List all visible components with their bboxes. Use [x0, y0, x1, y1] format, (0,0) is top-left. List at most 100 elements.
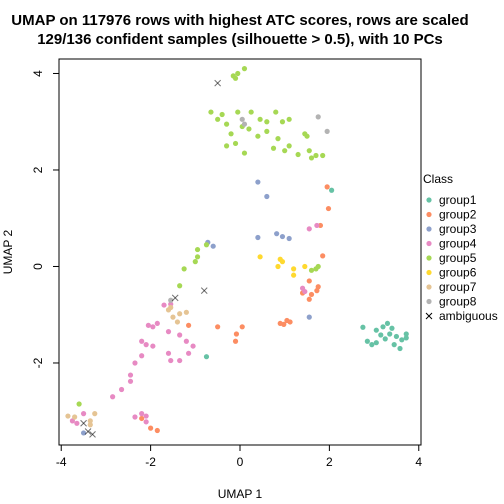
point-ambiguous: [80, 419, 87, 427]
legend-label: group8: [439, 295, 477, 309]
point-group3: [306, 314, 312, 320]
point-group4: [145, 322, 151, 328]
point-group5: [177, 283, 183, 289]
chart-title-line1: UMAP on 117976 rows with highest ATC sco…: [11, 12, 468, 29]
point-group2: [306, 278, 312, 284]
plot-frame: [58, 58, 422, 446]
point-group8: [168, 297, 174, 303]
legend-label: group1: [439, 193, 477, 207]
point-group4: [314, 222, 320, 229]
point-group5: [264, 119, 270, 125]
legend-entry-ambiguous: ambiguous: [425, 309, 498, 323]
point-group7: [183, 309, 189, 315]
legend-entry-group7: group7: [426, 280, 477, 294]
point-group3: [286, 235, 292, 242]
y-axis: -2 0 2 4: [31, 70, 60, 368]
point-group5: [192, 259, 198, 265]
point-group2: [315, 284, 321, 290]
point-group5: [194, 254, 201, 260]
legend-label: group4: [439, 237, 477, 251]
chart-title-line2: 129/136 confident samples (silhouette > …: [37, 31, 443, 48]
point-group7: [177, 311, 183, 317]
point-group1: [373, 340, 379, 346]
point-group2: [325, 205, 332, 212]
point-group4: [139, 411, 145, 417]
point-group6: [302, 263, 308, 270]
legend-marker: [426, 284, 432, 290]
point-group7: [168, 304, 174, 311]
legend-marker: [426, 240, 432, 247]
point-group8: [324, 128, 330, 134]
point-group6: [275, 263, 281, 270]
x-tick-label: 0: [237, 455, 244, 469]
point-group2: [239, 324, 245, 330]
point-group2: [154, 427, 160, 434]
point-group2: [306, 296, 312, 302]
point-group1: [203, 354, 210, 360]
point-group1: [403, 331, 409, 337]
point-group4: [177, 357, 183, 364]
point-group4: [150, 324, 156, 330]
legend-label: ambiguous: [439, 309, 498, 323]
point-group5: [232, 75, 239, 81]
x-axis: -4 -2 0 2 4: [56, 444, 422, 469]
x-tick-label: -4: [56, 455, 67, 469]
point-group7: [65, 413, 71, 419]
point-group8: [239, 116, 245, 122]
point-group2: [284, 317, 290, 324]
point-group1: [389, 325, 395, 331]
point-group5: [308, 267, 315, 273]
point-group4: [118, 386, 125, 393]
x-tick-label: -2: [145, 455, 156, 469]
legend-entry-group4: group4: [426, 237, 477, 251]
point-group2: [317, 222, 324, 229]
point-group2: [320, 253, 326, 259]
point-group1: [397, 345, 403, 352]
point-group5: [313, 152, 319, 159]
point-group1: [387, 331, 393, 337]
point-group6: [279, 259, 286, 265]
point-group5: [194, 246, 201, 253]
point-group5: [286, 143, 292, 149]
point-group1: [329, 187, 335, 193]
legend-label: group3: [439, 222, 477, 236]
legend-entry-group1: group1: [426, 193, 477, 207]
point-group4: [165, 329, 172, 335]
point-group6: [291, 266, 297, 272]
point-group5: [76, 401, 82, 407]
point-group1: [369, 342, 375, 348]
point-group7: [174, 319, 181, 325]
point-group5: [315, 263, 321, 270]
point-group1: [382, 336, 388, 342]
point-group5: [304, 133, 310, 139]
legend-marker: [426, 226, 432, 232]
x-tick-label: 2: [326, 455, 333, 469]
point-group4: [165, 350, 172, 356]
point-group8: [241, 121, 248, 127]
point-group4: [132, 360, 138, 366]
point-ambiguous: [200, 287, 208, 294]
point-group4: [139, 353, 145, 359]
point-group2: [233, 331, 240, 337]
point-group5: [273, 109, 279, 115]
point-group1: [380, 324, 386, 330]
point-group1: [393, 333, 400, 340]
x-tick-label: 4: [415, 455, 422, 469]
point-group5: [223, 143, 230, 149]
legend-entry-group8: group8: [426, 295, 477, 309]
legend-entry-group5: group5: [426, 251, 477, 265]
legend-title: Class: [423, 172, 453, 186]
point-group5: [181, 266, 187, 272]
legend-marker: [426, 211, 432, 218]
point-group1: [399, 337, 405, 343]
point-group3: [255, 234, 261, 241]
point-group1: [384, 320, 391, 327]
point-group2: [148, 425, 154, 431]
point-group1: [364, 338, 370, 344]
point-group2: [232, 338, 239, 344]
point-group1: [378, 332, 384, 338]
point-group4: [74, 420, 80, 426]
point-group4: [80, 411, 87, 417]
point-group5: [203, 242, 210, 248]
legend-marker: [426, 197, 432, 203]
